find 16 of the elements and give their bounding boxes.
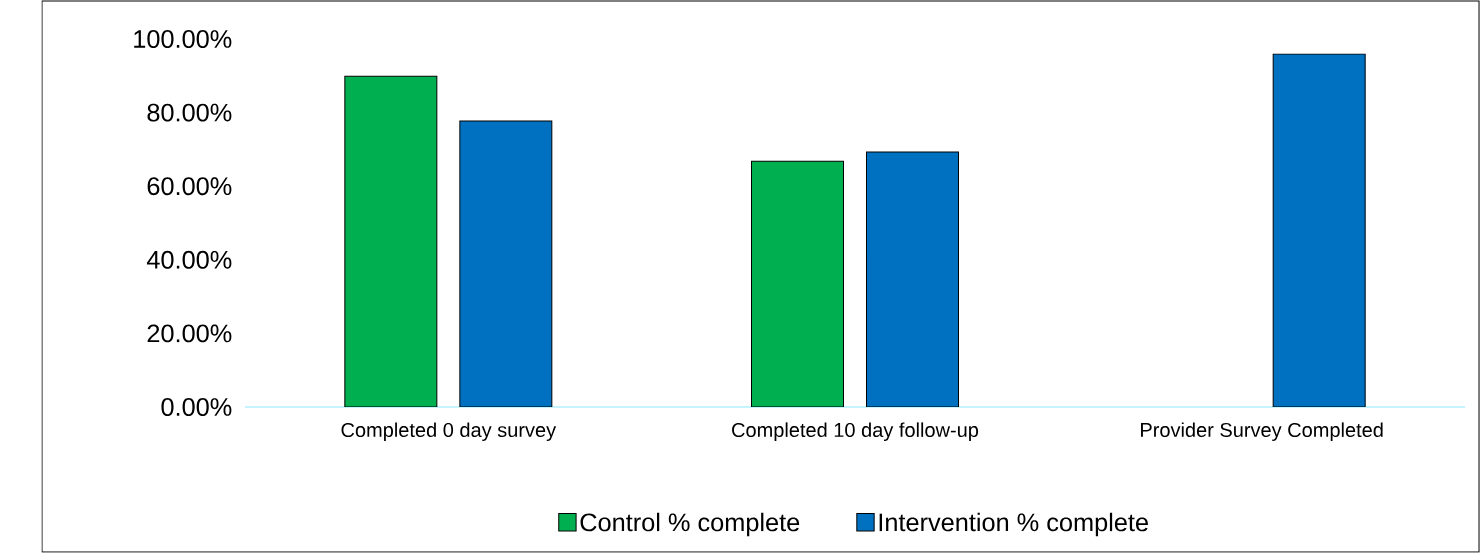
- y-tick-label: 20.00%: [147, 324, 232, 343]
- y-tick-label: 80.00%: [147, 103, 232, 122]
- y-tick-label: 60.00%: [147, 177, 232, 196]
- legend-label: Control % complete: [580, 512, 800, 537]
- bar: [1272, 53, 1366, 407]
- x-tick-label: Completed 0 day survey: [341, 422, 557, 442]
- x-tick-label: Provider Survey Completed: [1141, 422, 1383, 442]
- x-tick-label: Completed 10 day follow-up: [732, 422, 979, 442]
- y-tick-label: 100.00%: [134, 30, 232, 48]
- bar: [459, 120, 553, 407]
- y-tick-label: 40.00%: [146, 250, 232, 269]
- bar: [344, 75, 438, 407]
- bar: [751, 160, 845, 407]
- legend-label: Intervention % complete: [879, 512, 1148, 537]
- bar: [866, 151, 960, 407]
- y-tick-label: 0.00%: [161, 398, 232, 416]
